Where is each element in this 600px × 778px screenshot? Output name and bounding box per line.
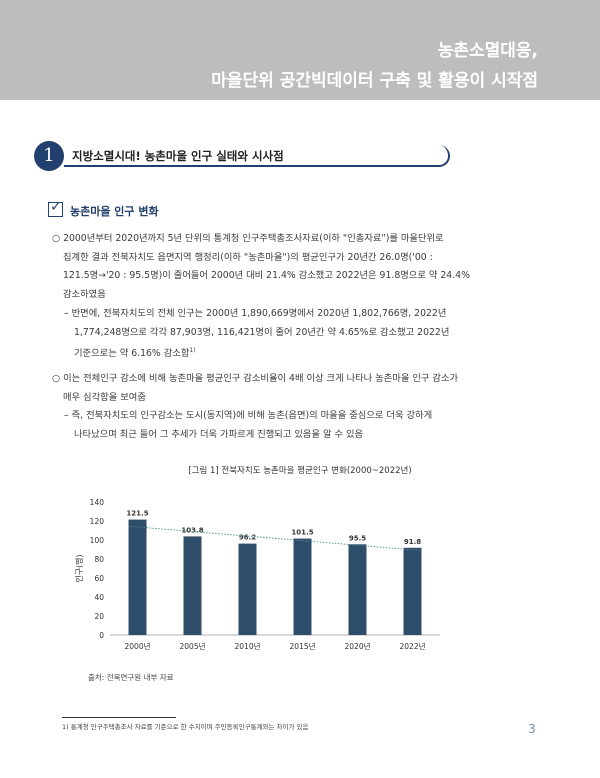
y-tick-label: 100	[90, 536, 105, 545]
figure-caption: [그림 1] 전북자치도 농촌마을 평균인구 변화(2000~2022년)	[188, 466, 412, 476]
y-tick-label: 0	[99, 631, 104, 640]
y-tick-label: 80	[94, 555, 104, 564]
x-tick-label: 2010년	[235, 641, 261, 651]
header-banner: 농촌소멸대응, 마을단위 공간빅데이터 구축 및 활용이 시작점	[0, 0, 600, 100]
paragraph-line: 매우 심각함을 보여줌	[63, 391, 146, 403]
paragraph-2-sub: – 즉, 전북자치도의 인구감소는 도시(동지역)에 비해 농촌(읍면)의 마을…	[64, 407, 432, 444]
section-title-bar	[64, 145, 450, 167]
bar	[403, 547, 422, 635]
y-tick-label: 120	[90, 517, 105, 526]
paragraph-line: 1,774,248명으로 각각 87,903명, 116,421명이 줄어 20…	[74, 326, 450, 338]
data-label: 101.5	[291, 529, 313, 537]
figure-source: 출처: 전북연구원 내부 자료	[88, 673, 174, 682]
page-number: 3	[528, 722, 536, 736]
data-label: 96.2	[239, 534, 256, 542]
x-tick-label: 2015년	[290, 641, 316, 651]
header-title-line2: 마을단위 공간빅데이터 구축 및 활용이 시작점	[211, 71, 538, 91]
bar	[183, 536, 202, 635]
data-label: 91.8	[404, 538, 421, 546]
bar	[293, 538, 312, 635]
section-number-badge: 1	[34, 141, 64, 171]
checkbox-icon: ✓	[48, 199, 63, 217]
data-label: 95.5	[349, 534, 366, 542]
paragraph-line: 감소하였음	[63, 288, 106, 300]
paragraph-line: ○ 2000년부터 2020년까지 5년 단위의 통계청 인구주택총조사자료(이…	[52, 233, 444, 244]
paragraph-line: ○ 이는 전체인구 감소에 비해 농촌마을 평균인구 감소비율이 4배 이상 크…	[52, 373, 459, 384]
footnote-divider	[62, 717, 176, 718]
trend-line	[128, 525, 422, 551]
footnote: 1) 통계청 인구주택총조사 자료를 기준으로 한 수치이며 주민등록인구통계와…	[62, 723, 309, 731]
header-title-line1: 농촌소멸대응,	[437, 41, 538, 61]
paragraph-line: 집계한 결과 전북자치도 읍면지역 행정리(이하 "농촌마을")의 평균인구가 …	[63, 251, 433, 263]
x-tick-label: 2000년	[125, 641, 151, 651]
paragraph-1-sub: – 반면에, 전북자치도의 전체 인구는 2000년 1,890,669명에서 …	[64, 305, 449, 364]
bar	[348, 544, 367, 635]
y-tick-label: 40	[94, 593, 104, 602]
y-axis-label: 인구(명)	[74, 554, 84, 582]
paragraph-1: ○ 2000년부터 2020년까지 5년 단위의 통계청 인구주택총조사자료(이…	[52, 230, 470, 304]
paragraph-line: 121.5명→'20 : 95.5명)이 줄어들어 2000년 대비 21.4%…	[63, 270, 470, 281]
x-tick-label: 2022년	[400, 641, 426, 651]
x-tick-label: 2005년	[180, 641, 206, 651]
footnote-ref: 1)	[189, 347, 196, 354]
paragraph-line: 기준으로는 약 6.16% 감소함	[74, 348, 190, 360]
paragraph-line: 나타났으며 최근 들어 그 추세가 더욱 가파르게 진행되고 있음을 알 수 있…	[74, 428, 364, 440]
bar	[128, 519, 147, 635]
paragraph-line: – 반면에, 전북자치도의 전체 인구는 2000년 1,890,669명에서 …	[64, 308, 447, 319]
population-bar-chart: 0 20 40 60 80 100 120 140 인구(명) 121.5 2000년 103.8 20…	[70, 490, 450, 660]
y-tick-label: 60	[94, 574, 104, 583]
x-tick-label: 2020년	[345, 641, 371, 651]
paragraph-2: ○ 이는 전체인구 감소에 비해 농촌마을 평균인구 감소비율이 4배 이상 크…	[52, 370, 458, 407]
data-label: 121.5	[126, 510, 148, 518]
y-tick-label: 20	[94, 612, 104, 621]
data-label: 103.8	[181, 526, 203, 534]
section-title: 지방소멸시대! 농촌마을 인구 실태와 시사점	[72, 149, 284, 163]
subsection-title: 농촌마을 인구 변화	[70, 205, 159, 218]
y-tick-label: 140	[90, 498, 105, 507]
bar	[238, 543, 257, 635]
chart-svg: 0 20 40 60 80 100 120 140 인구(명) 121.5 2000년 103.8 20…	[74, 498, 440, 651]
paragraph-line: – 즉, 전북자치도의 인구감소는 도시(동지역)에 비해 농촌(읍면)의 마을…	[64, 410, 433, 421]
